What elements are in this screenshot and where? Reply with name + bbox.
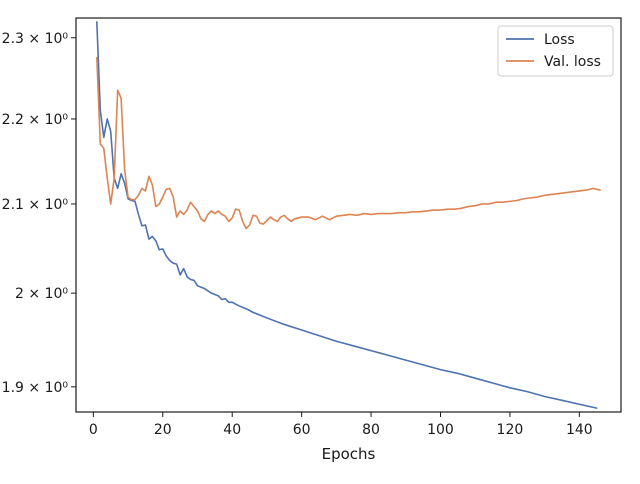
x-tick-label: 100 [427,422,454,438]
legend-label-loss: Loss [544,32,575,48]
x-tick-label: 120 [497,422,524,438]
plot-frame [75,17,622,413]
y-tick-label: 2 × 10⁰ [15,286,68,302]
series-line-loss [96,21,598,409]
x-axis-label: Epochs [322,445,376,463]
x-tick-label: 40 [223,422,241,438]
plot-border [75,17,622,413]
x-tick-label: 20 [154,422,172,438]
legend-label-val-loss: Val. loss [544,54,601,70]
y-tick-label: 1.9 × 10⁰ [2,380,69,396]
x-axis: 0 20 40 60 80 100 120 140 [89,412,593,438]
y-tick-label: 2.1 × 10⁰ [2,197,69,213]
series-line-val-loss [96,56,601,230]
x-tick-label: 0 [89,422,98,438]
x-tick-label: 80 [362,422,380,438]
y-tick-label: 2.2 × 10⁰ [2,112,69,128]
x-tick-label: 60 [293,422,311,438]
x-tick-label: 140 [566,422,593,438]
y-tick-label: 2.3 × 10⁰ [2,31,69,47]
legend: Loss Val. loss [497,25,614,77]
series-layer [96,21,601,409]
y-axis: 1.9 × 10⁰ 2 × 10⁰ 2.1 × 10⁰ 2.2 × 10⁰ 2.3 × … [2,31,76,396]
